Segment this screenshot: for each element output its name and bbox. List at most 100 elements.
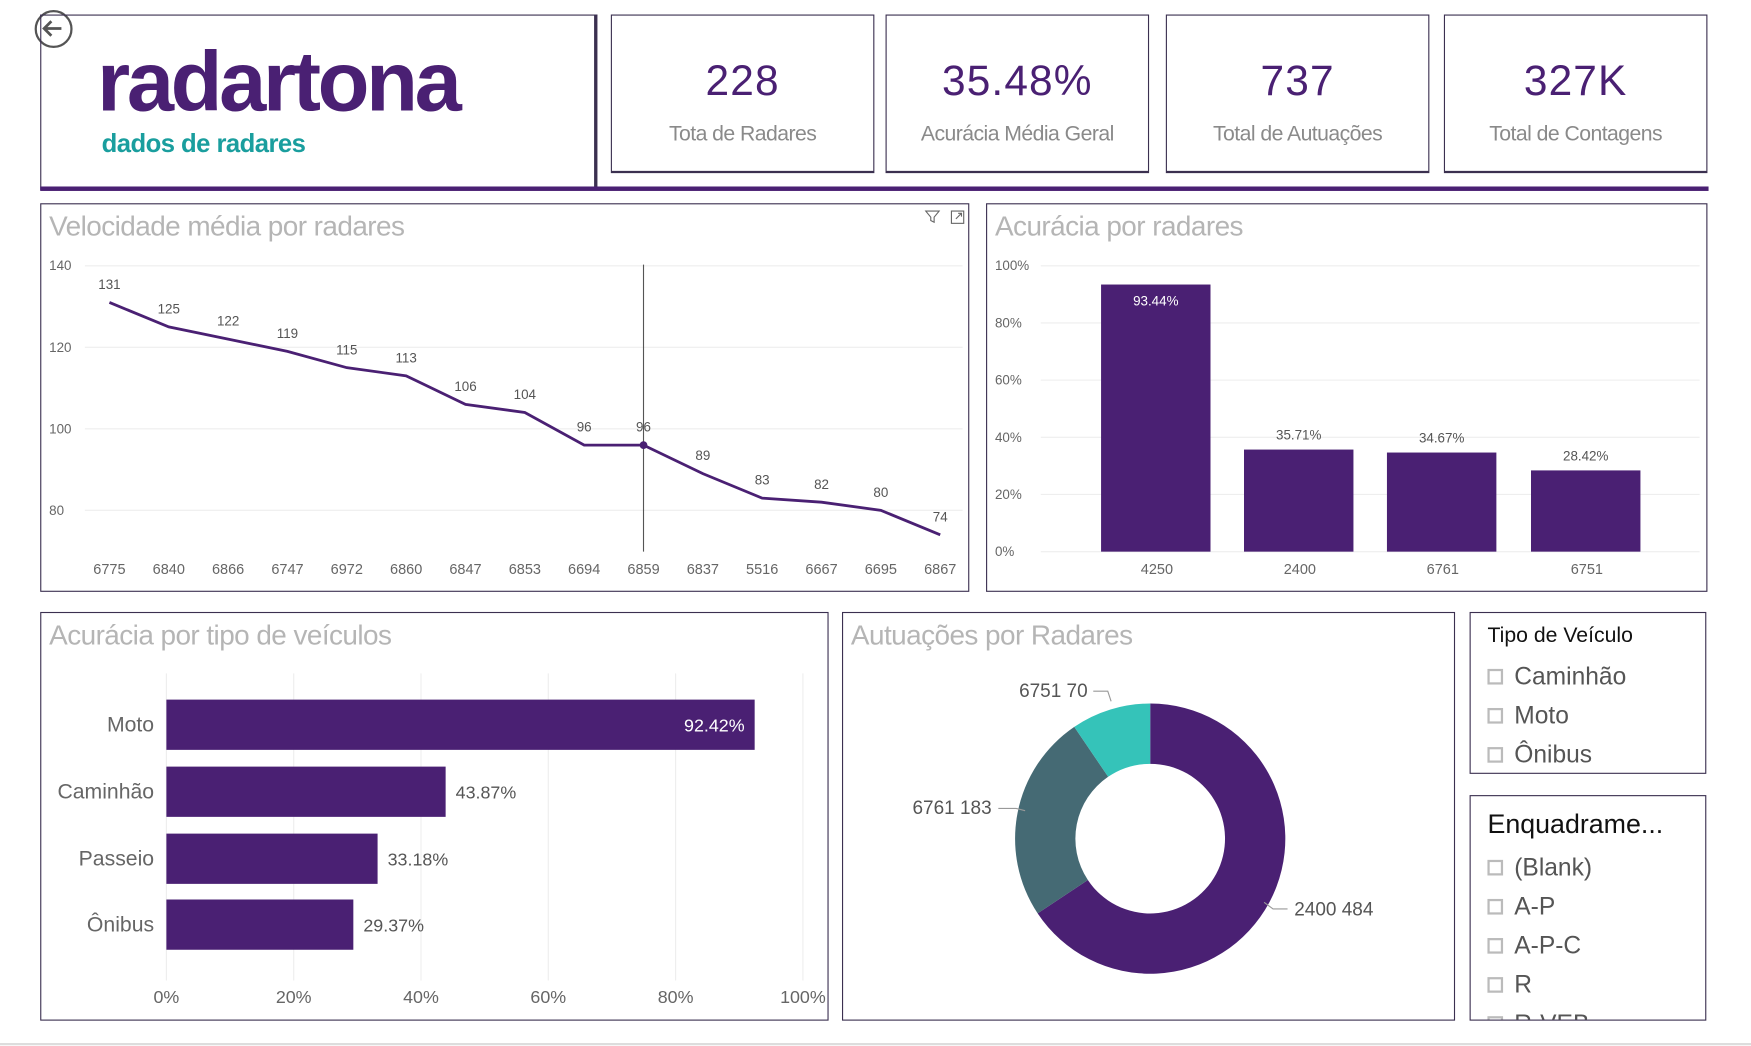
x-tick-label: 6775 [93,562,125,578]
slicer-item[interactable]: Ônibus [1487,740,1592,769]
highlight-point [639,441,648,450]
slicer-item[interactable]: A-P-C [1487,931,1581,960]
data-label: 92.42% [684,715,745,735]
x-tick-label: 4250 [1141,562,1173,578]
kpi-label: Total de Contagens [1489,122,1663,147]
back-button[interactable] [34,10,73,49]
bar [1386,452,1497,552]
kpi-label: Tota de Radares [668,122,817,147]
x-tick-label: 6761 [1427,562,1459,578]
item-label: A-P [1514,892,1556,921]
focus-mode-icon[interactable] [950,210,965,225]
kpi-value: 228 [705,58,780,105]
filter-icon[interactable] [924,209,941,225]
data-label: 29.37% [363,915,424,935]
kpi-value: 35.48% [941,58,1093,105]
y-tick-label: 80 [49,503,64,518]
logo-tagline: dados de radares [101,128,306,158]
x-tick-label: 6694 [568,562,600,578]
kpi-card-acuracia: 35.48% Acurácia Média Geral [885,14,1150,174]
data-label: 125 [158,302,180,317]
slicer-item[interactable]: A-P [1487,892,1555,921]
item-label: A-P-C [1514,931,1582,960]
x-tick-label: 6860 [390,562,422,578]
x-tick-label: 5516 [746,562,778,578]
data-label: 89 [695,448,710,463]
category-label: Moto [107,713,154,736]
slicer-item[interactable]: Moto [1487,701,1569,730]
bar [1101,284,1211,552]
kpi-value: 327K [1523,58,1628,105]
donut-slice [1037,703,1286,974]
bar [1244,449,1354,552]
x-tick-label: 6866 [212,562,244,578]
data-label: 104 [514,387,537,402]
x-tick-label: 6747 [271,562,303,578]
checkbox[interactable] [1487,707,1504,724]
y-tick-label: 20% [995,487,1022,502]
x-tick-label: 2400 [1284,562,1316,578]
logo-text: radartona [97,34,462,130]
slicer-item[interactable]: R-VEB [1487,1009,1589,1020]
checkbox[interactable] [1487,859,1504,876]
bar [1530,470,1641,552]
data-label: 96 [636,420,651,435]
x-tick-label: 6972 [331,562,363,578]
donut-slice [1015,726,1109,914]
data-label: 106 [454,379,476,394]
checkbox[interactable] [1487,938,1504,954]
data-label: 34.67% [1419,430,1465,445]
donut-slice [1074,703,1151,777]
data-label: 131 [98,277,120,292]
checkbox[interactable] [1487,898,1504,915]
checkbox[interactable] [1487,747,1504,763]
data-label: 82 [814,477,829,492]
y-tick-label: 60% [995,373,1022,388]
item-label: Ônibus [1514,740,1593,769]
data-label: 6751 70 [1019,681,1088,702]
slicer-item[interactable]: Caminhão [1487,662,1626,691]
item-label: Caminhão [1514,662,1627,691]
checkbox[interactable] [1487,668,1504,685]
bar [166,899,354,950]
data-label: 74 [933,509,948,524]
bar [166,766,446,817]
chart-title: Acurácia por radares [994,211,1244,243]
data-label: 43.87% [456,782,517,802]
chart-title: Velocidade média por radares [49,211,405,243]
x-tick-label: 6840 [153,562,185,578]
kpi-value: 737 [1260,58,1335,105]
line-chart-panel[interactable]: Velocidade média por radares [40,203,970,592]
x-tick-label: 100% [780,987,826,1007]
series-line [108,301,941,537]
kpi-label: Total de Autuações [1212,122,1383,147]
x-tick-label: 6867 [924,562,956,578]
category-label: Passeio [79,847,154,870]
leader-line [1263,901,1288,910]
checkbox[interactable] [1487,1016,1504,1020]
slicer-title: Tipo de Veículo [1487,624,1633,648]
data-label: 28.42% [1563,448,1609,463]
y-tick-label: 100 [49,421,71,436]
slicer-item[interactable]: R [1487,970,1532,999]
kpi-label: Acurácia Média Geral [920,122,1114,147]
category-label: Ônibus [87,911,154,936]
y-tick-label: 0% [995,544,1014,559]
slicer-item[interactable]: (Blank) [1487,853,1592,882]
checkbox[interactable] [1487,977,1504,993]
x-tick-label: 6847 [449,562,481,578]
data-label: 96 [577,420,592,435]
data-label: 122 [217,314,239,329]
category-label: Caminhão [57,780,154,803]
data-label: 83 [755,473,770,488]
x-tick-label: 6859 [627,562,659,578]
data-label: 115 [336,342,357,357]
x-tick-label: 80% [658,987,694,1007]
kpi-card-radares: 228 Tota de Radares [610,14,875,174]
x-tick-label: 60% [530,987,566,1007]
data-label: 35.71% [1276,428,1322,443]
chart-title: Autuações por Radares [850,619,1133,652]
data-label: 6761 183 [913,798,992,819]
